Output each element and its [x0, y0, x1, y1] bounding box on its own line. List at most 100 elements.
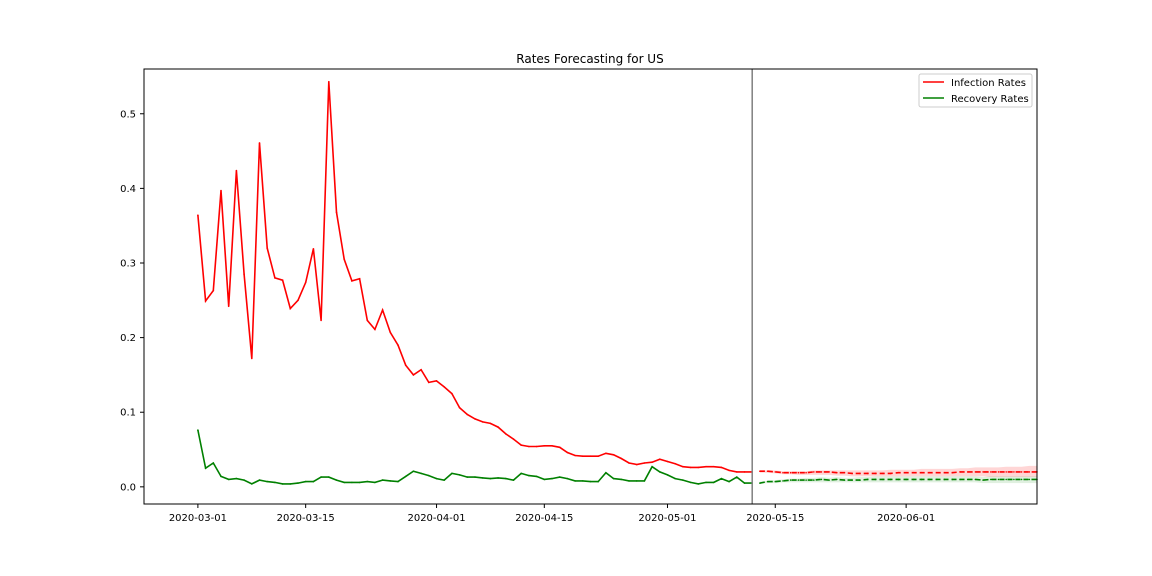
forecast-3-point	[943, 478, 946, 481]
infection-rates-point	[628, 462, 630, 464]
infection-rates-point	[412, 374, 415, 376]
forecast-3-point	[836, 478, 838, 481]
infection-rates-point	[528, 445, 530, 448]
forecast-3-point	[759, 482, 761, 484]
infection-rates-point	[597, 455, 599, 458]
forecast-3-point	[774, 480, 777, 483]
recovery-rates-point	[736, 476, 738, 478]
recovery-rates-point	[489, 477, 492, 480]
forecast-3-point	[889, 478, 892, 481]
forecast-3-point	[813, 479, 815, 481]
infection-rates-point	[551, 445, 553, 447]
recovery-rates-point	[705, 481, 707, 484]
forecast-2-point	[959, 471, 961, 473]
y-tick-label: 0.4	[120, 184, 136, 195]
recovery-rates-point	[235, 477, 238, 480]
recovery-rates-point	[204, 467, 207, 470]
forecast-2-point	[982, 471, 984, 473]
forecast-2-point	[966, 471, 969, 473]
forecast-2-point	[759, 470, 761, 473]
forecast-3-point	[766, 480, 769, 483]
recovery-rates-point	[312, 480, 315, 483]
infection-rates-point	[605, 452, 607, 455]
recovery-rates-point	[227, 478, 230, 481]
infection-rates-point	[235, 169, 238, 172]
infection-rates-point	[466, 413, 469, 416]
forecast-2-point	[920, 471, 923, 474]
infection-rates-point	[451, 392, 453, 395]
x-tick-label: 2020-04-01	[407, 513, 465, 524]
infection-rates-point	[366, 319, 369, 322]
infection-rates-point	[358, 277, 361, 280]
forecast-3-point	[797, 479, 800, 481]
recovery-rates-point	[266, 480, 269, 483]
infection-rates-point	[251, 357, 253, 360]
forecast-2-point	[974, 471, 977, 473]
recovery-rates-point	[274, 481, 276, 484]
infection-rates-point	[343, 258, 346, 261]
axes: 2020-03-01 2020-03-15 2020-04-01 2020-04-15…	[120, 69, 935, 524]
forecast-2-point	[951, 471, 954, 474]
infection-rates-point	[197, 214, 199, 216]
infection-rates-point	[312, 248, 315, 250]
recovery-rates-point	[281, 483, 284, 485]
forecast-2-point	[866, 472, 869, 475]
infection-rates-point	[643, 462, 646, 464]
infection-rates-point	[582, 455, 584, 458]
infection-rates-point	[666, 460, 669, 463]
infection-rates-point	[458, 406, 461, 409]
legend: Infection Rates Recovery Rates	[918, 73, 1033, 108]
forecast-3-point	[920, 478, 923, 481]
plot-area	[197, 80, 1038, 485]
legend-label-recovery: Recovery Rates	[951, 94, 1029, 105]
forecast-3-point	[959, 478, 961, 481]
recovery-rates-point	[358, 481, 361, 484]
forecast-2-point	[766, 470, 769, 473]
recovery-rates-point	[620, 478, 623, 481]
infection-rates-point	[474, 418, 476, 420]
recovery-rates-point	[574, 480, 576, 482]
forecast-3-point	[897, 478, 900, 481]
recovery-rates-point	[505, 477, 507, 480]
infection-rates-point	[651, 461, 653, 464]
infection-rates-point	[320, 319, 322, 322]
chart-title: Rates Forecasting for US	[516, 52, 663, 66]
recovery-rates-point	[643, 480, 646, 482]
recovery-rates-point	[558, 476, 561, 478]
recovery-rates-point	[466, 476, 469, 478]
forecast-2-point	[843, 471, 846, 474]
recovery-rates-point	[474, 476, 476, 478]
infection-rates-point	[212, 289, 215, 292]
recovery-rates-point	[328, 476, 330, 478]
recovery-rates-point	[458, 474, 461, 476]
infection-rates-point	[505, 433, 507, 435]
forecast-2-point	[828, 471, 830, 473]
recovery-rates-point	[335, 479, 338, 481]
recovery-rates-point	[582, 480, 584, 482]
recovery-rates-point	[297, 482, 299, 484]
infection-rates-point	[612, 454, 615, 456]
infection-rates-point	[520, 444, 522, 446]
forecast-3-point	[982, 479, 984, 481]
recovery-rates-point	[258, 479, 261, 481]
infection-rates-point	[720, 466, 723, 469]
infection-rates-point	[566, 451, 569, 454]
infection-rates-point	[728, 469, 730, 472]
x-tick-label: 2020-03-01	[169, 513, 227, 524]
recovery-rates-point	[566, 477, 569, 480]
forecast-2-point	[836, 471, 838, 474]
forecast-2-point	[1005, 471, 1007, 473]
forecast-2-point	[789, 471, 792, 474]
recovery-rates-point	[697, 483, 700, 485]
infection-rates-point	[397, 344, 399, 346]
infection-rates-point	[351, 280, 353, 282]
infection-rates-point	[543, 445, 546, 447]
infection-rates-point	[266, 247, 269, 249]
recovery-rates-point	[528, 474, 530, 477]
infection-rates-point	[697, 466, 700, 469]
forecast-2-point	[1028, 471, 1031, 473]
forecast-2-confidence-band	[759, 465, 1037, 478]
infection-rates-point	[705, 465, 707, 468]
forecast-2-point	[943, 471, 946, 474]
